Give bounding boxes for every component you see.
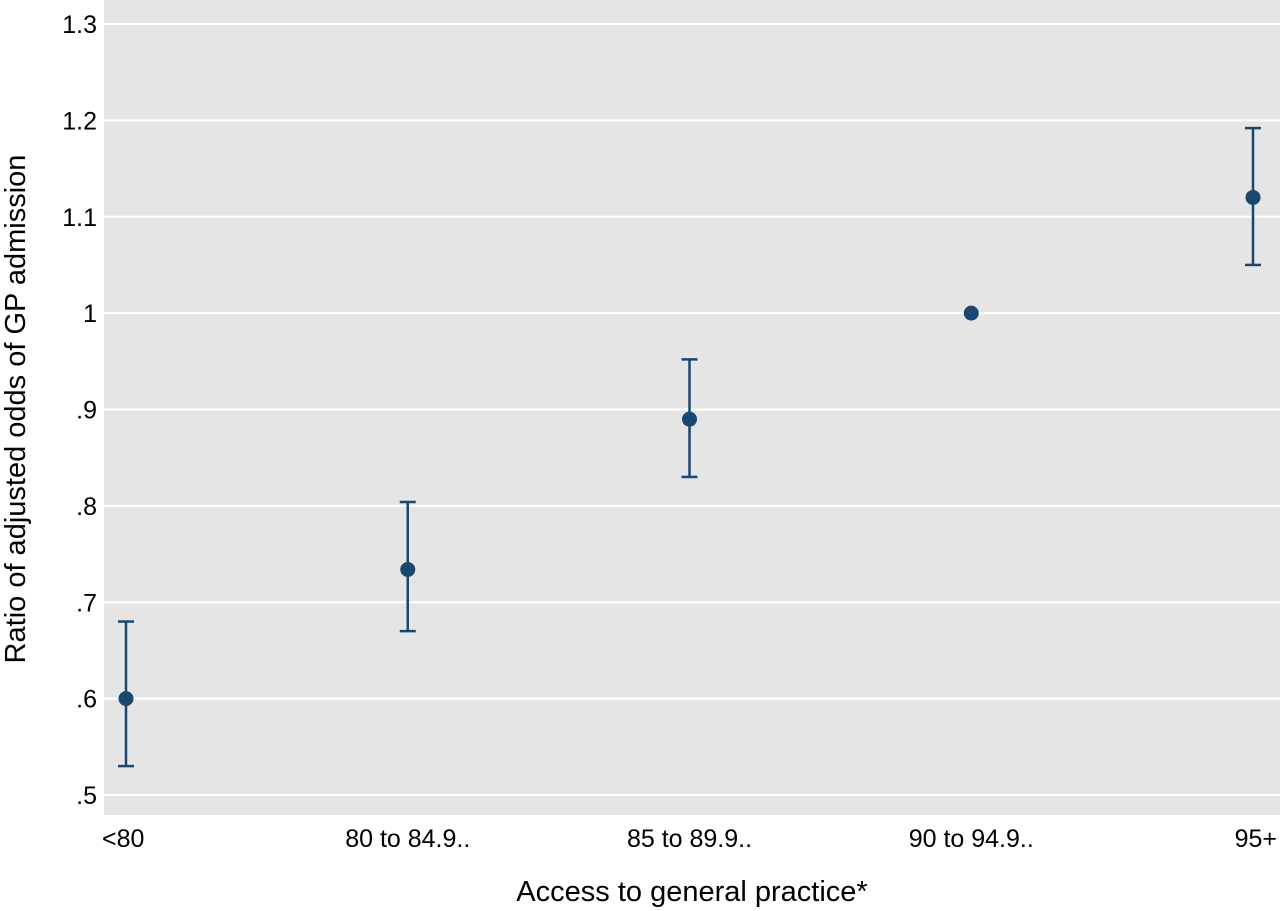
y-axis-title: Ratio of adjusted odds of GP admission bbox=[0, 155, 32, 664]
x-axis-ticks: <80 80 to 84.9.. 85 to 89.9.. 90 to 94.9.. 9… bbox=[102, 825, 1277, 853]
gridlines bbox=[104, 23, 1280, 796]
y-tick-label: .9 bbox=[76, 397, 97, 425]
y-tick-label: .5 bbox=[76, 782, 97, 810]
y-tick-label: 1.2 bbox=[62, 107, 97, 135]
y-tick-label: 1.3 bbox=[62, 11, 97, 39]
data-points bbox=[118, 189, 1261, 707]
x-axis-title: Access to general practice* bbox=[516, 876, 867, 908]
plot-area bbox=[104, 0, 1280, 815]
x-tick-label: <80 bbox=[102, 825, 144, 853]
data-point bbox=[400, 561, 416, 577]
data-point bbox=[1245, 189, 1261, 205]
data-point bbox=[682, 411, 697, 427]
y-axis-ticks: .5 .6 .7 .8 .9 1 1.1 1.2 1.3 bbox=[62, 11, 97, 810]
x-tick-label: 95+ bbox=[1235, 825, 1277, 853]
y-tick-label: .8 bbox=[76, 493, 97, 521]
x-tick-label: 90 to 94.9.. bbox=[909, 825, 1034, 853]
data-point bbox=[963, 305, 979, 321]
y-tick-label: 1.1 bbox=[62, 204, 97, 232]
y-tick-label: 1 bbox=[83, 300, 97, 328]
y-tick-label: .6 bbox=[76, 686, 97, 714]
x-tick-label: 80 to 84.9.. bbox=[345, 825, 470, 853]
y-tick-label: .7 bbox=[76, 589, 97, 617]
x-tick-label: 85 to 89.9.. bbox=[627, 825, 752, 853]
data-point bbox=[118, 691, 134, 707]
